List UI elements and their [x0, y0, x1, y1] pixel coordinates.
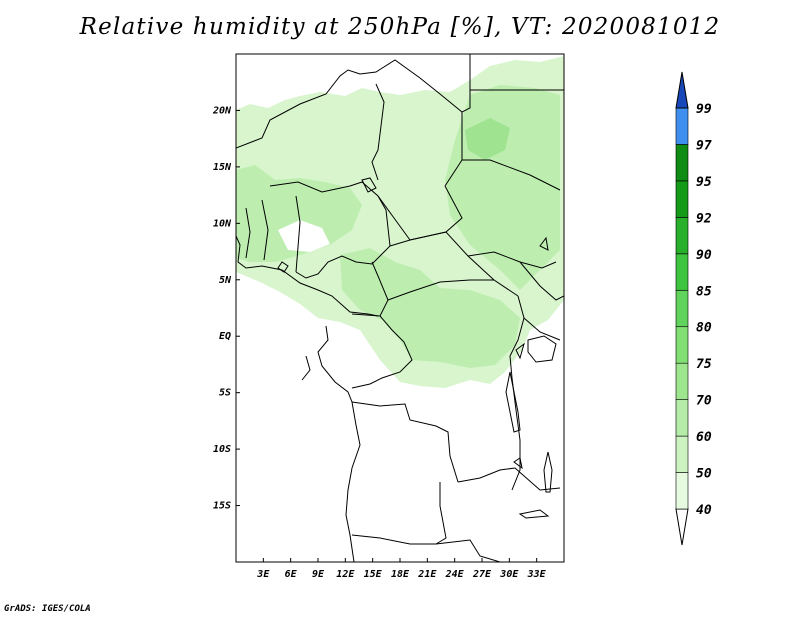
- coast-gulf: [301, 355, 311, 381]
- colorbar-bin-7: [675, 217, 689, 255]
- border-angola-drc: [351, 401, 459, 483]
- lon-tick-label: 30E: [499, 569, 519, 580]
- humidity-region-mid2: [340, 248, 520, 368]
- lake-kariba: [518, 509, 550, 519]
- lake-victoria: [527, 335, 557, 363]
- lake-turkana: [539, 236, 549, 251]
- colorbar-above-triangle: [675, 71, 689, 109]
- border-tanzania: [523, 317, 561, 341]
- lon-tick-label: 12E: [336, 569, 355, 580]
- border-drc-congo: [351, 315, 413, 389]
- footer-credit: GrADS: IGES/COLA: [4, 604, 91, 614]
- colorbar-label: 95: [696, 175, 712, 190]
- border-drc-east: [509, 355, 521, 491]
- colorbar-label: 70: [696, 394, 712, 409]
- colorbar-bin-10: [675, 107, 689, 145]
- colorbar-below-triangle: [675, 508, 689, 546]
- lon-tick-label: 18E: [391, 569, 410, 580]
- country-boundaries: [236, 54, 564, 562]
- border-chad-car: [389, 231, 495, 281]
- colorbar-bin-6: [675, 253, 689, 291]
- lon-tick-label: 15E: [364, 569, 383, 580]
- border-algeria-mali: [359, 59, 463, 113]
- humidity-region-strong: [465, 118, 510, 160]
- latitude-axis: 20N 15N 10N 5N EQ 5S 10S 15S: [212, 105, 240, 512]
- lake-malawi: [543, 451, 553, 493]
- lat-tick-label: 20N: [212, 105, 232, 116]
- colorbar-label: 85: [696, 284, 712, 299]
- border-sudan-east: [462, 159, 561, 191]
- lon-tick-label: 6E: [285, 569, 298, 580]
- lon-tick-label: 9E: [312, 569, 325, 580]
- colorbar-bin-3: [675, 362, 689, 400]
- border-car-drc: [387, 279, 519, 301]
- colorbar-label: 90: [696, 248, 712, 263]
- lon-tick-label: 33E: [527, 569, 547, 580]
- lat-tick-label: EQ: [219, 331, 231, 342]
- colorbar-bin-8: [675, 180, 689, 218]
- colorbar-label: 40: [696, 503, 712, 518]
- colorbar-label: 80: [696, 321, 712, 336]
- lake-tanganyika: [505, 371, 521, 433]
- border-mauritania-mali: [236, 69, 361, 149]
- colorbar-label: 97: [696, 138, 712, 153]
- border-nigeria-niger: [295, 181, 391, 279]
- chart-title: Relative humidity at 250hPa [%], VT: 202…: [79, 14, 721, 40]
- colorbar-label: 50: [696, 467, 712, 482]
- colorbar-label: 75: [696, 357, 712, 372]
- colorbar-bin-2: [675, 399, 689, 437]
- border-ghana: [261, 199, 269, 261]
- border-southern: [435, 539, 501, 562]
- border-ivory: [245, 207, 251, 259]
- border-zambia-east: [457, 467, 561, 491]
- colorbar-bin-9: [675, 144, 689, 182]
- lon-tick-label: 27E: [472, 569, 492, 580]
- longitude-axis: 3E 6E 9E 12E 15E 18E 21E 24E 27E 30E 33E: [256, 558, 547, 580]
- lon-tick-label: 21E: [417, 569, 437, 580]
- lat-tick-label: 10N: [213, 218, 232, 229]
- lake-chad: [361, 177, 377, 193]
- border-kenya: [519, 261, 564, 301]
- lat-tick-label: 15S: [213, 501, 231, 512]
- lat-tick-label: 5N: [219, 275, 232, 286]
- humidity-region-dry-patch: [278, 220, 330, 252]
- colorbar-label: 92: [696, 211, 712, 226]
- border-angola-zambia: [435, 482, 447, 545]
- coastline-gabon-angola: [317, 325, 361, 562]
- humidity-shading: [236, 56, 564, 388]
- coastline-west: [236, 235, 379, 317]
- lake-volta: [277, 261, 289, 273]
- lake-mweru: [513, 457, 523, 470]
- colorbar-label: 60: [696, 430, 712, 445]
- lat-tick-label: 5S: [219, 388, 231, 399]
- lon-tick-label: 24E: [445, 569, 465, 580]
- colorbar-bin-5: [675, 289, 689, 328]
- lake-albert: [515, 342, 525, 360]
- lat-tick-label: 15N: [213, 162, 232, 173]
- lakes: [277, 177, 557, 519]
- colorbar-bin-4: [675, 326, 689, 364]
- colorbar-label: 99: [696, 102, 712, 117]
- border-mali-niger: [371, 83, 385, 181]
- colorbar-bin-0: [675, 472, 689, 510]
- colorbar: 40 50 60 70 75 80 85 90 92 95 97 99: [675, 71, 712, 546]
- border-namibia: [351, 534, 436, 545]
- border-burkina: [269, 181, 363, 193]
- lat-tick-label: 10S: [213, 444, 231, 455]
- colorbar-bin-1: [675, 435, 689, 473]
- lon-tick-label: 3E: [256, 569, 270, 580]
- border-nigeria-benin: [295, 195, 301, 273]
- border-drc-uganda: [509, 295, 525, 357]
